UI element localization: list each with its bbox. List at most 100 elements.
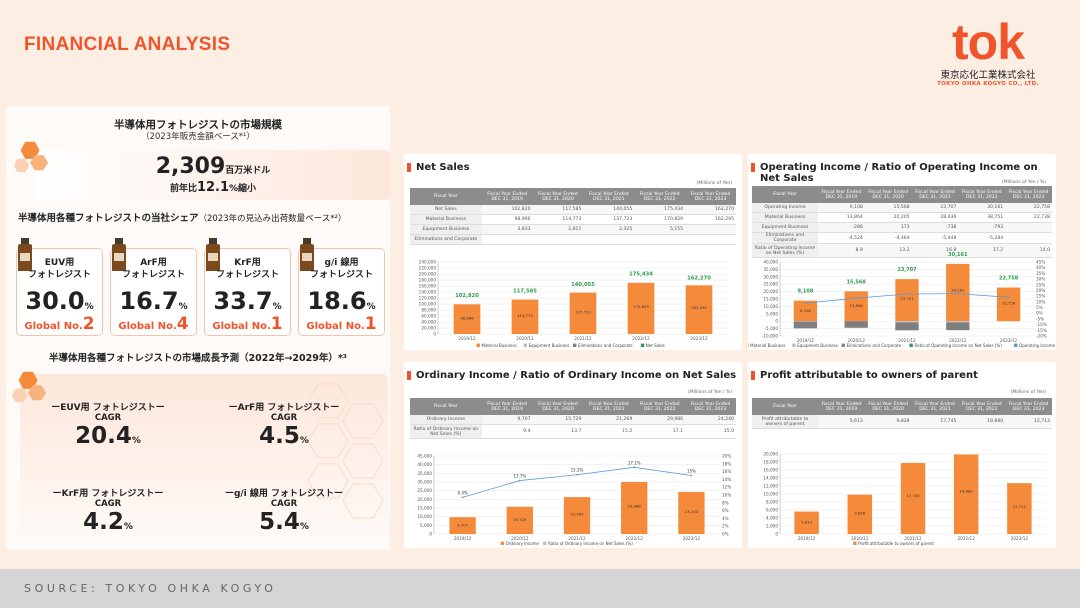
table-row: Net Sales 102,820 117,585 140,055 175,434 162…	[410, 205, 736, 215]
table-cell: 17.2	[958, 243, 1006, 258]
y-tick-label: 0	[775, 319, 778, 324]
x-tick-label: 2021/12	[904, 536, 922, 541]
table-row: Profit attributable to owners of parent 5…	[752, 415, 1052, 429]
table-row-label: Ordinary Income	[410, 415, 482, 425]
y2-tick-label: 4%	[722, 516, 729, 521]
y2-tick-label: 35%	[1036, 271, 1045, 276]
table-cell: 2,811	[532, 224, 584, 235]
table-header-cell: Fiscal Year	[752, 186, 818, 203]
table-cell	[1005, 222, 1052, 233]
table-cell	[532, 234, 584, 245]
y-tick-label: 0	[775, 532, 778, 537]
legend-swatch	[909, 343, 913, 347]
table-header-cell: Fiscal Year Ended DEC 31, 2020	[532, 188, 584, 205]
x-tick-label: 2019/12	[797, 338, 815, 343]
logo-japanese-name: 東京応化工業株式会社	[940, 70, 1036, 81]
company-logo: tok 東京応化工業株式会社 TOKYO OHKA KOGYO CO., LTD…	[928, 17, 1048, 87]
bar	[449, 517, 476, 534]
legend-label: Ratio of Ordinary Income on Net Sales (%…	[548, 541, 633, 546]
table-header-cell: Fiscal Year Ended DEC 31, 2019	[481, 188, 533, 205]
table-header-cell: Fiscal Year Ended DEC 31, 2022	[634, 398, 686, 415]
total-data-label: 102,820	[455, 293, 479, 299]
growth-item-gi: ーg/i 線用 フォトレジストー CAGR 5.4%	[224, 489, 344, 535]
y-tick-label: 220,000	[419, 266, 437, 271]
table-header-cell: Fiscal Year Ended DEC 31, 2019	[818, 186, 865, 203]
legend-label: Ordinary Income	[506, 541, 540, 546]
market-size-box: 2,309百万米ドル 前年比12.1%縮小	[36, 150, 390, 200]
x-tick-label: 2020/12	[511, 536, 529, 541]
table-cell	[634, 234, 686, 245]
total-data-label: 140,055	[571, 282, 595, 288]
table-row-label: Operating Income	[752, 203, 818, 213]
bar-data-label: 9,108	[800, 308, 811, 313]
y-tick-label: 30,000	[763, 274, 778, 279]
y2-tick-label: 45%	[1036, 260, 1045, 265]
growth-item-krf: ーKrF用 フォトレジストー CAGR 4.2%	[52, 489, 164, 535]
bar-data-label: 17,745	[906, 493, 920, 498]
bar	[621, 482, 648, 534]
y-tick-label: 0	[433, 332, 436, 337]
bottle-icon	[18, 238, 32, 271]
table-header-cell: Fiscal Year Ended DEC 31, 2019	[481, 398, 533, 415]
table-header-cell: Fiscal Year Ended DEC 31, 2022	[958, 398, 1006, 415]
y-tick-label: 40,000	[421, 320, 436, 325]
table-header-cell: Fiscal Year Ended DEC 31, 2023	[1005, 398, 1052, 415]
y2-tick-label: 30%	[1036, 277, 1045, 282]
legend-label: Profit attributable to owners of parent	[858, 541, 934, 546]
table-cell: 9,707	[481, 415, 533, 425]
table-header-row: Fiscal Year Fiscal Year Ended DEC 31, 201…	[752, 398, 1052, 415]
table-cell: 17,745	[911, 415, 959, 429]
legend-swatch	[792, 343, 796, 347]
y-tick-label: 200,000	[419, 272, 437, 277]
growth-cagr-value: 4.2	[83, 509, 124, 535]
y2-tick-label: 15%	[1036, 294, 1045, 299]
table-cell: 13.7	[532, 424, 584, 439]
x-tick-label: 2022/12	[949, 338, 967, 343]
table-cell: 15,729	[532, 415, 584, 425]
legend-swatch	[640, 343, 645, 347]
bar-data-label: 5,613	[801, 520, 812, 525]
table-row-label: Ratio of Operating Income on Net Sales (…	[752, 243, 818, 258]
page-title: FINANCIAL ANALYSIS	[24, 34, 231, 55]
table-header-cell: Fiscal Year Ended DEC 31, 2020	[532, 398, 584, 415]
table-cell: -5,284	[958, 232, 1006, 244]
total-data-label: 23,707	[897, 267, 917, 273]
table-row: Ratio of Ordinary Income on Net Sales (%…	[410, 424, 736, 439]
y-tick-label: 4,000	[766, 516, 778, 521]
table-cell: 114,773	[532, 214, 584, 225]
bar	[946, 263, 970, 322]
share-card-name: EUV用	[44, 258, 75, 268]
bar-segment	[946, 321, 970, 323]
ratio-point	[633, 466, 636, 469]
y2-tick-label: -5%	[1036, 316, 1044, 321]
bottle-icon	[300, 238, 314, 271]
bar-data-label: 23,707	[900, 296, 914, 301]
table-cell: 9.4	[481, 424, 533, 439]
table-cell: 9,108	[818, 203, 865, 213]
operating-income-chart: -10,000 -5,000 0 5,000 10,000 15,000 20,000 25,…	[748, 252, 1056, 348]
y2-tick-label: 12%	[722, 485, 731, 490]
x-tick-label: 2023/12	[1000, 338, 1018, 343]
legend-swatch	[543, 541, 547, 545]
y-tick-label: 6,000	[766, 508, 778, 513]
share-card-rank: Global No.4	[118, 314, 189, 334]
y2-tick-label: 0%	[722, 532, 729, 537]
y-tick-label: 140,000	[419, 290, 437, 295]
bar-data-label: 137,723	[575, 309, 591, 314]
bar-data-label: 114,773	[517, 313, 533, 318]
table-cell: 8.9	[818, 243, 865, 258]
y-tick-label: 180,000	[419, 278, 437, 283]
y-tick-label: 60,000	[421, 314, 436, 319]
ratio-data-label: 15.2%	[571, 468, 584, 473]
ratio-point	[461, 496, 464, 499]
table-header-cell: Fiscal Year Ended DEC 31, 2022	[958, 186, 1006, 203]
table-row: Material Business 13,864 20,205 28,436 38,75…	[752, 212, 1052, 223]
table-header-cell: Fiscal Year	[752, 398, 818, 415]
bar-segment	[793, 321, 818, 329]
table-row-label: Eliminations and Corporate	[752, 232, 818, 244]
hexagon-pattern-icon	[307, 383, 384, 519]
table-row-label: Equipment Business	[752, 222, 818, 233]
table-cell: -4,464	[864, 232, 912, 244]
share-card-rank: Global No.1	[212, 314, 283, 334]
legend-swatch	[748, 343, 749, 347]
